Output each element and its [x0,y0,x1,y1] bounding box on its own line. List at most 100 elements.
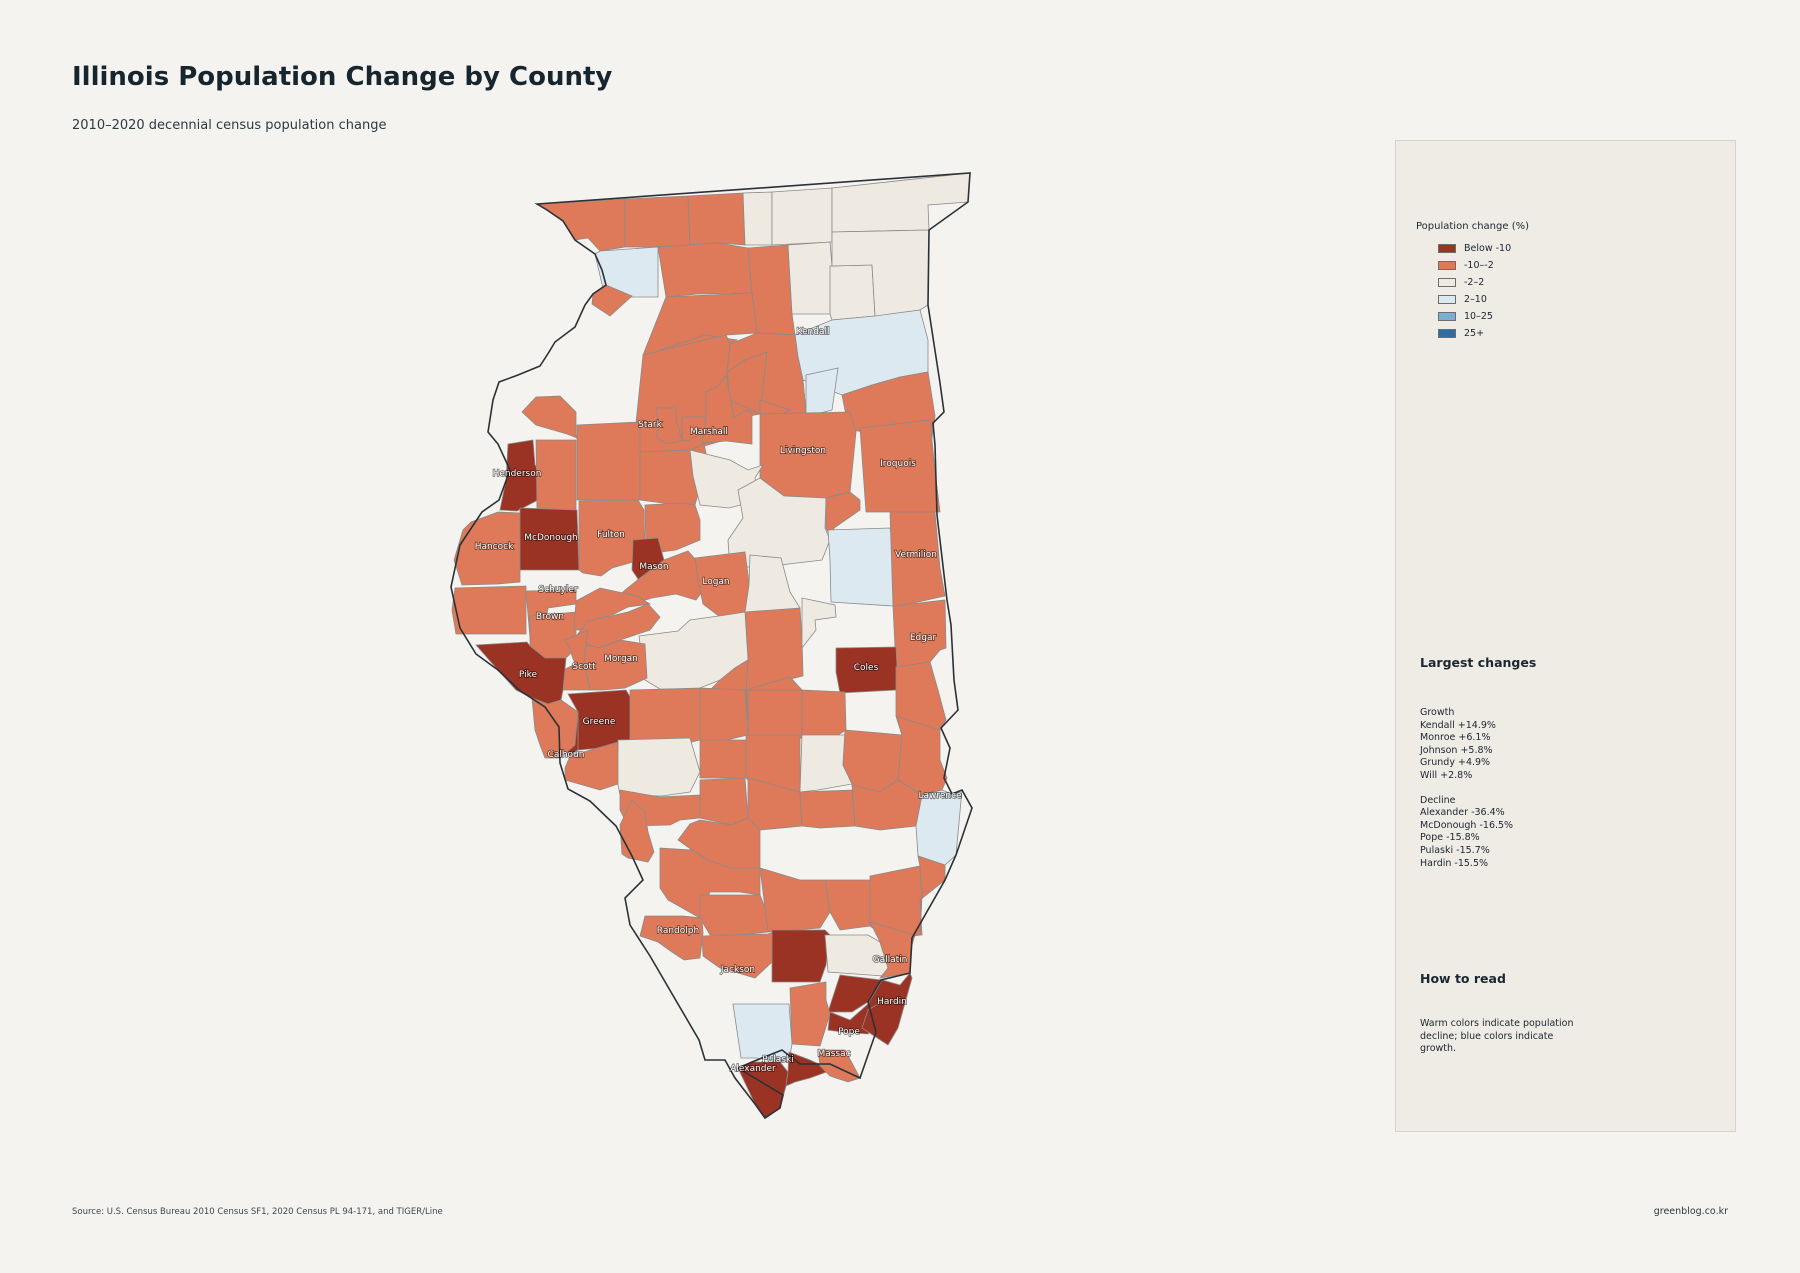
legend-label: 25+ [1464,328,1485,339]
county-label: Stark [638,420,662,430]
county-jasper [842,729,903,793]
legend-swatch [1438,278,1456,287]
county-label: Livingston [780,446,826,456]
county-label: Randolph [657,926,699,936]
county-label: McDonough [524,533,577,543]
county-stephenson [624,195,691,248]
growth-item: Grundy +4.9% [1420,757,1491,769]
county-carroll [594,246,659,298]
county-wayne [659,847,761,919]
county-macon [744,607,804,691]
county-label: Massac [817,1049,850,1059]
county-adams [451,585,527,635]
county-ford [825,491,861,542]
county-union [789,981,831,1047]
county-clay [799,789,856,829]
growth-group: Growth Kendall +14.9% Monroe +6.1% Johns… [1420,707,1513,783]
county-bond [699,739,747,779]
county-clinton [699,777,749,826]
map-title: Illinois Population Change by County [72,62,613,92]
county-label: Vermilion [895,550,937,560]
county-warren [535,439,577,513]
county-label: Marshall [690,427,728,437]
county-iroquois [859,419,941,513]
county-franklin [917,855,946,936]
county-knox [576,421,641,501]
county-jersey [531,697,579,759]
legend: Below -10 -10–-2 -2–2 2–10 10–25 25+ [1438,240,1511,342]
county-label: Fulton [597,530,625,540]
county-label: Schuyler [538,585,577,595]
growth-label: Growth [1420,707,1455,718]
county-label: Greene [583,717,616,727]
county-label: Pike [519,670,538,680]
county-madison [616,737,701,797]
decline-group: Decline Alexander -36.4% McDonough -16.5… [1420,795,1513,871]
legend-item: 2–10 [1438,291,1511,308]
legend-label: -10–-2 [1464,260,1494,271]
county-label: Gallatin [873,955,908,965]
decline-item: Pulaski -15.7% [1420,844,1490,856]
county-mchenry [771,187,833,246]
county-marshall [701,374,753,445]
county-champaign [827,527,894,607]
county-pulaski [785,1051,834,1087]
legend-swatch [1438,261,1456,270]
county-ogle [657,242,753,298]
county-cumberland [801,689,847,739]
county-hardin [861,999,906,1046]
legend-swatch [1438,329,1456,338]
county-label: Iroquois [880,459,916,469]
county-bureau [726,332,807,415]
county-label: Mason [639,562,668,572]
county-wabash [759,867,831,933]
county-label: Pope [838,1027,860,1037]
county-lawrence [564,741,619,791]
legend-item: -10–-2 [1438,257,1511,274]
legend-swatch [1438,312,1456,321]
county-johnson [732,1003,793,1063]
county-jackson [771,929,831,983]
legend-swatch [1438,295,1456,304]
illinois-county-map: Kendall Stark Marshall Livingston Iroquois He… [450,172,973,1120]
county-fulton [578,499,646,577]
legend-item: Below -10 [1438,240,1511,257]
county-polygons [451,172,971,1119]
county-label: Edgar [910,633,937,643]
county-label: Jackson [720,965,755,975]
county-mcdonough [519,507,580,571]
legend-item: 10–25 [1438,308,1511,325]
county-kane [787,241,833,315]
legend-title: Population change (%) [1416,221,1530,232]
county-label: Hancock [475,542,514,552]
growth-item: Johnson +5.8% [1420,744,1493,756]
county-montgomery [699,687,749,746]
county-label: Calhoun [548,750,585,760]
county-winnebago [687,192,746,246]
county-dupage [829,264,876,321]
map-subtitle: 2010–2020 decennial census population ch… [72,118,387,133]
growth-item: Monroe +6.1% [1420,732,1491,744]
county-labels: Kendall Stark Marshall Livingston Iroquois He… [474,326,963,1075]
site-credit: greenblog.co.kr [1653,1206,1728,1217]
side-panel: Population change (%) Below -10 -10–-2 -… [1395,140,1736,1132]
county-label: Coles [854,663,879,673]
source-note: Source: U.S. Census Bureau 2010 Census S… [72,1207,443,1217]
legend-label: 10–25 [1464,311,1493,322]
decline-item: McDonough -16.5% [1420,819,1514,831]
decline-label: Decline [1420,794,1456,806]
growth-item: Will +2.8% [1420,769,1473,781]
county-marion [747,777,803,831]
decline-item: Pope -15.8% [1420,832,1480,844]
county-boone [742,191,773,246]
county-label: Morgan [604,654,638,664]
county-label: Henderson [493,469,542,479]
county-label: Logan [702,577,729,587]
county-label: Kendall [797,327,830,337]
county-edwards [699,894,771,936]
how-to-read-text: Warm colors indicate population decline;… [1420,1018,1574,1055]
county-gallatin [827,974,882,1013]
growth-item: Kendall +14.9% [1420,719,1496,731]
county-label: Brown [536,612,564,622]
decline-item: Hardin -15.5% [1420,857,1489,869]
